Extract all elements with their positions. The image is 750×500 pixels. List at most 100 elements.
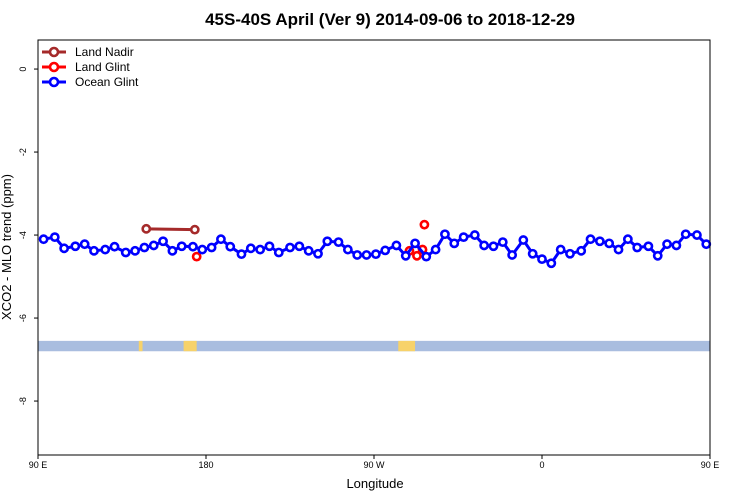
data-point-ocean-glint bbox=[188, 241, 198, 252]
data-point-ocean-glint bbox=[449, 238, 460, 249]
series-ocean-glint bbox=[38, 229, 712, 269]
y-tick-label: -6 bbox=[18, 314, 28, 322]
data-point-ocean-glint bbox=[245, 243, 256, 254]
data-point-ocean-glint bbox=[352, 250, 363, 260]
data-point-ocean-glint bbox=[59, 243, 70, 254]
series-line-land-nadir bbox=[146, 227, 195, 232]
x-tick-label: 90 W bbox=[363, 460, 385, 470]
data-point-ocean-glint bbox=[38, 234, 49, 245]
data-point-ocean-glint bbox=[479, 240, 490, 251]
data-point-ocean-glint bbox=[576, 245, 587, 256]
y-tick-label: -2 bbox=[18, 148, 28, 156]
data-point-ocean-glint bbox=[255, 244, 266, 255]
data-point-ocean-glint bbox=[652, 250, 663, 261]
data-point-ocean-glint bbox=[671, 240, 682, 251]
legend-swatch-marker bbox=[48, 46, 60, 58]
legend-label: Land Nadir bbox=[75, 45, 134, 59]
data-point-ocean-glint bbox=[70, 241, 81, 252]
data-point-ocean-glint bbox=[391, 240, 402, 251]
data-point-ocean-glint bbox=[225, 241, 236, 252]
legend-item-land-glint: Land Glint bbox=[42, 60, 130, 74]
data-point-ocean-glint bbox=[632, 242, 643, 253]
data-point-ocean-glint bbox=[537, 254, 547, 265]
data-point-ocean-glint bbox=[264, 241, 275, 252]
data-point-ocean-glint bbox=[643, 241, 654, 252]
land-patch bbox=[138, 340, 143, 352]
data-point-ocean-glint bbox=[120, 247, 131, 258]
data-point-ocean-glint bbox=[662, 239, 672, 250]
x-tick-label: 90 E bbox=[29, 460, 48, 470]
data-point-ocean-glint bbox=[546, 258, 557, 269]
data-point-ocean-glint bbox=[565, 248, 575, 259]
land-patch bbox=[398, 340, 416, 352]
data-point-ocean-glint bbox=[518, 235, 529, 245]
legend-label: Ocean Glint bbox=[75, 75, 139, 89]
data-point-ocean-glint bbox=[49, 232, 60, 243]
data-point-ocean-glint bbox=[167, 245, 178, 256]
ocean-band bbox=[38, 340, 710, 352]
chart-title: 45S-40S April (Ver 9) 2014-09-06 to 2018… bbox=[205, 10, 575, 29]
data-point-ocean-glint bbox=[622, 234, 633, 245]
data-point-ocean-glint bbox=[322, 236, 333, 247]
data-point-land-glint bbox=[412, 250, 422, 261]
land-ocean-strip bbox=[38, 340, 710, 352]
data-point-ocean-glint bbox=[555, 244, 566, 255]
x-axis-label: Longitude bbox=[346, 476, 403, 491]
data-point-ocean-glint bbox=[527, 248, 538, 259]
data-point-ocean-glint bbox=[421, 251, 432, 262]
data-point-ocean-glint bbox=[488, 241, 499, 252]
data-point-ocean-glint bbox=[507, 250, 518, 260]
data-point-ocean-glint bbox=[109, 241, 120, 252]
data-point-ocean-glint bbox=[410, 238, 420, 249]
data-point-ocean-glint bbox=[89, 245, 99, 256]
data-point-ocean-glint bbox=[148, 240, 159, 251]
y-axis: 0 -2 -4 -6 -8 bbox=[18, 67, 38, 405]
y-axis-label: XCO2 - MLO trend (ppm) bbox=[0, 174, 14, 320]
x-axis: 90 E 180 90 W 0 90 E bbox=[29, 455, 720, 470]
land-patch bbox=[183, 340, 197, 352]
x-tick-label: 0 bbox=[539, 460, 544, 470]
data-point-land-glint bbox=[419, 219, 430, 230]
data-point-ocean-glint bbox=[294, 241, 305, 252]
data-point-ocean-glint bbox=[206, 242, 217, 253]
data-point-land-nadir bbox=[189, 224, 200, 235]
data-point-ocean-glint bbox=[285, 242, 295, 253]
data-point-ocean-glint bbox=[458, 232, 469, 243]
data-point-ocean-glint bbox=[216, 234, 226, 245]
series-layer bbox=[38, 219, 712, 269]
data-point-ocean-glint bbox=[400, 250, 411, 261]
data-point-ocean-glint bbox=[613, 244, 624, 255]
data-point-ocean-glint bbox=[139, 242, 150, 253]
data-point-ocean-glint bbox=[313, 248, 323, 259]
data-point-ocean-glint bbox=[273, 247, 284, 258]
data-point-land-glint bbox=[191, 251, 202, 262]
y-tick-label: -4 bbox=[18, 231, 28, 239]
data-point-ocean-glint bbox=[197, 244, 208, 255]
data-point-ocean-glint bbox=[361, 250, 372, 260]
data-point-ocean-glint bbox=[303, 245, 314, 256]
data-point-ocean-glint bbox=[130, 245, 140, 256]
data-point-ocean-glint bbox=[380, 245, 391, 256]
x-tick-label: 180 bbox=[198, 460, 213, 470]
data-point-ocean-glint bbox=[158, 236, 168, 247]
y-tick-label: -8 bbox=[18, 397, 28, 405]
data-point-ocean-glint bbox=[594, 236, 605, 247]
data-point-ocean-glint bbox=[333, 237, 344, 248]
legend-item-land-nadir: Land Nadir bbox=[42, 45, 134, 59]
data-point-ocean-glint bbox=[236, 249, 247, 260]
legend-label: Land Glint bbox=[75, 60, 130, 74]
y-tick-label: 0 bbox=[18, 67, 28, 72]
series-land-nadir bbox=[141, 223, 200, 235]
data-point-ocean-glint bbox=[604, 238, 615, 249]
data-point-ocean-glint bbox=[692, 230, 702, 240]
data-point-ocean-glint bbox=[497, 237, 508, 248]
data-point-land-nadir bbox=[141, 223, 152, 234]
data-point-ocean-glint bbox=[585, 234, 596, 245]
data-point-ocean-glint bbox=[680, 229, 691, 240]
data-point-ocean-glint bbox=[430, 244, 441, 255]
x-tick-label: 90 E bbox=[701, 460, 720, 470]
data-point-ocean-glint bbox=[342, 244, 353, 255]
data-point-ocean-glint bbox=[100, 244, 111, 255]
